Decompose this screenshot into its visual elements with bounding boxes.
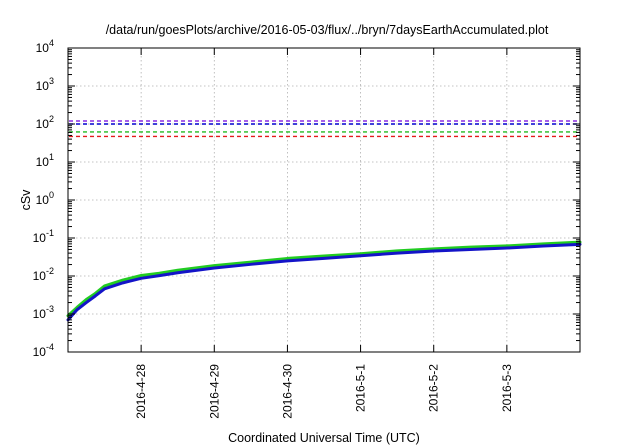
y-tick-base: 10 [36, 117, 50, 131]
x-tick-label: 2016-4-28 [134, 364, 148, 419]
x-tick-label: 2016-5-2 [427, 364, 441, 412]
y-tick-base: 10 [36, 155, 50, 169]
y-axis-label: cSv [19, 189, 33, 211]
y-tick-base: 10 [36, 193, 50, 207]
series-lines [66, 240, 582, 322]
y-tick-label: 10-1 [33, 228, 54, 245]
y-tick-exponent: 0 [49, 190, 54, 200]
x-axis: 2016-4-28 2016-4-29 2016-4-30 2016-5-1 2016-… [134, 48, 514, 419]
y-tick-base: 10 [33, 269, 47, 283]
y-tick-exponent: -1 [46, 228, 54, 238]
y-tick-label: 103 [36, 76, 54, 93]
grid [68, 48, 580, 352]
series-line [66, 240, 582, 318]
y-tick-exponent: -4 [46, 342, 54, 352]
threshold-lines [69, 120, 579, 138]
series-line [66, 242, 582, 322]
chart-title: /data/run/goesPlots/archive/2016-05-03/f… [106, 23, 549, 37]
y-tick-label: 10-3 [33, 304, 54, 321]
y-tick-base: 10 [33, 345, 47, 359]
x-tick-label: 2016-4-30 [280, 364, 294, 419]
x-tick-label: 2016-5-3 [500, 364, 514, 412]
y-tick-label: 104 [36, 38, 54, 55]
x-tick-label: 2016-5-1 [354, 364, 368, 412]
y-tick-exponent: 4 [49, 38, 54, 48]
y-tick-label: 10-2 [33, 266, 54, 283]
y-tick-base: 10 [33, 307, 47, 321]
y-tick-label: 102 [36, 114, 54, 131]
y-tick-base: 10 [33, 231, 47, 245]
y-tick-base: 10 [36, 79, 50, 93]
x-axis-label: Coordinated Universal Time (UTC) [228, 431, 420, 445]
x-tick-label: 2016-4-29 [207, 364, 221, 419]
y-tick-label: 10-4 [33, 342, 54, 359]
y-tick-label: 101 [36, 152, 54, 169]
y-tick-label: 100 [36, 190, 54, 207]
y-tick-exponent: 3 [49, 76, 54, 86]
y-tick-exponent: 2 [49, 114, 54, 124]
y-tick-exponent: 1 [49, 152, 54, 162]
y-tick-exponent: -3 [46, 304, 54, 314]
y-tick-exponent: -2 [46, 266, 54, 276]
y-tick-base: 10 [36, 41, 50, 55]
